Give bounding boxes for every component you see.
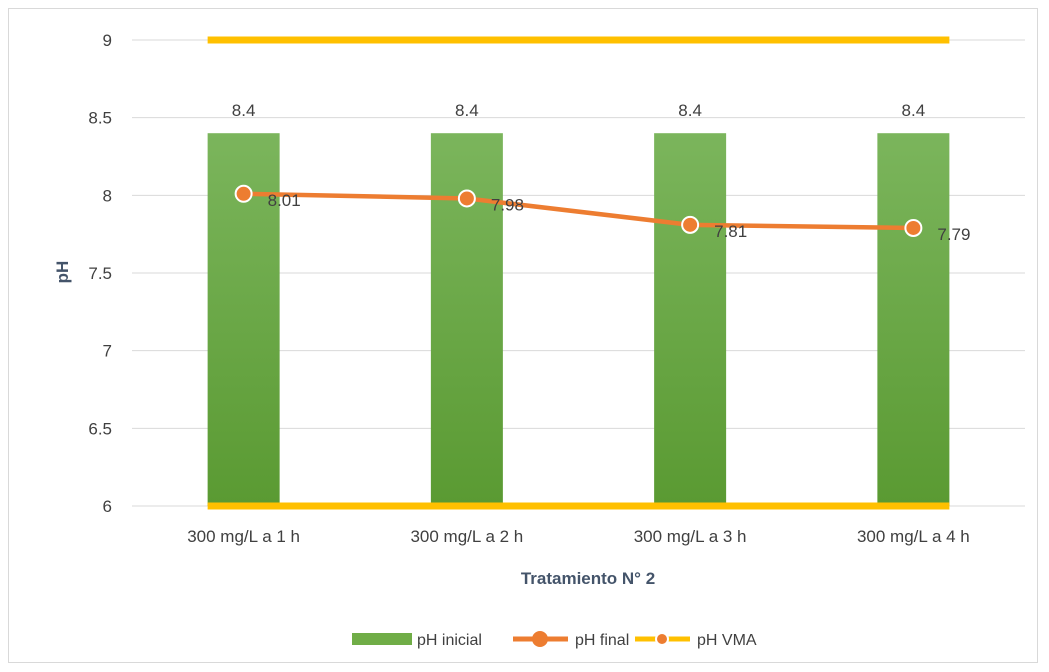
data-label-ph-inicial: 8.4 [678, 101, 702, 120]
legend-swatch-marker-ph-vma [655, 632, 669, 646]
bar-ph-inicial [654, 133, 727, 506]
y-tick-label: 8.5 [88, 109, 112, 128]
y-tick-label: 7.5 [88, 264, 112, 283]
y-tick-label: 8 [103, 186, 112, 205]
y-tick-label: 6 [103, 497, 112, 516]
legend: pH inicial pH final pH VMA [352, 631, 757, 649]
data-label-ph-final: 7.79 [937, 225, 970, 244]
x-axis-title: Tratamiento N° 2 [521, 569, 655, 588]
line-ph-final [234, 184, 923, 237]
data-label-ph-inicial: 8.4 [902, 101, 926, 120]
legend-label-ph-vma: pH VMA [697, 632, 757, 649]
point-ph-final [681, 215, 700, 234]
x-tick-label: 300 mg/L a 1 h [187, 527, 300, 546]
legend-swatch-marker-ph-final [532, 631, 548, 647]
legend-label-ph-final: pH final [575, 632, 629, 649]
data-label-ph-final: 8.01 [268, 191, 301, 210]
data-label-ph-final: 7.98 [491, 195, 524, 214]
data-label-ph-inicial: 8.4 [232, 101, 256, 120]
y-tick-labels: 6 6.5 7 7.5 8 8.5 9 [88, 31, 112, 516]
x-tick-label: 300 mg/L a 2 h [410, 527, 523, 546]
x-tick-labels: 300 mg/L a 1 h 300 mg/L a 2 h 300 mg/L a 3… [187, 527, 970, 546]
y-tick-label: 9 [103, 31, 112, 50]
reference-lines-ph-vma [207, 36, 950, 510]
series-line-ph-final [243, 191, 914, 231]
legend-item-ph-vma: pH VMA [635, 632, 757, 649]
point-ph-final [234, 184, 253, 203]
x-tick-label: 300 mg/L a 4 h [857, 527, 970, 546]
legend-label-ph-inicial: pH inicial [417, 632, 482, 649]
x-tick-label: 300 mg/L a 3 h [634, 527, 747, 546]
point-ph-final [457, 189, 476, 208]
y-tick-label: 7 [103, 342, 112, 361]
y-tick-label: 6.5 [88, 419, 112, 438]
legend-item-ph-inicial: pH inicial [352, 632, 482, 649]
legend-swatch-ph-inicial [352, 633, 412, 645]
data-labels: 8.4 8.4 8.4 8.4 8.01 7.98 7.81 7.79 [232, 101, 971, 244]
point-ph-final [904, 218, 923, 237]
data-label-ph-inicial: 8.4 [455, 101, 479, 120]
bars-ph-inicial [207, 133, 950, 506]
legend-item-ph-final: pH final [513, 631, 629, 649]
bar-ph-inicial [430, 133, 503, 506]
data-label-ph-final: 7.81 [714, 222, 747, 241]
bar-ph-inicial [877, 133, 950, 506]
y-axis-title: pH [53, 261, 72, 284]
